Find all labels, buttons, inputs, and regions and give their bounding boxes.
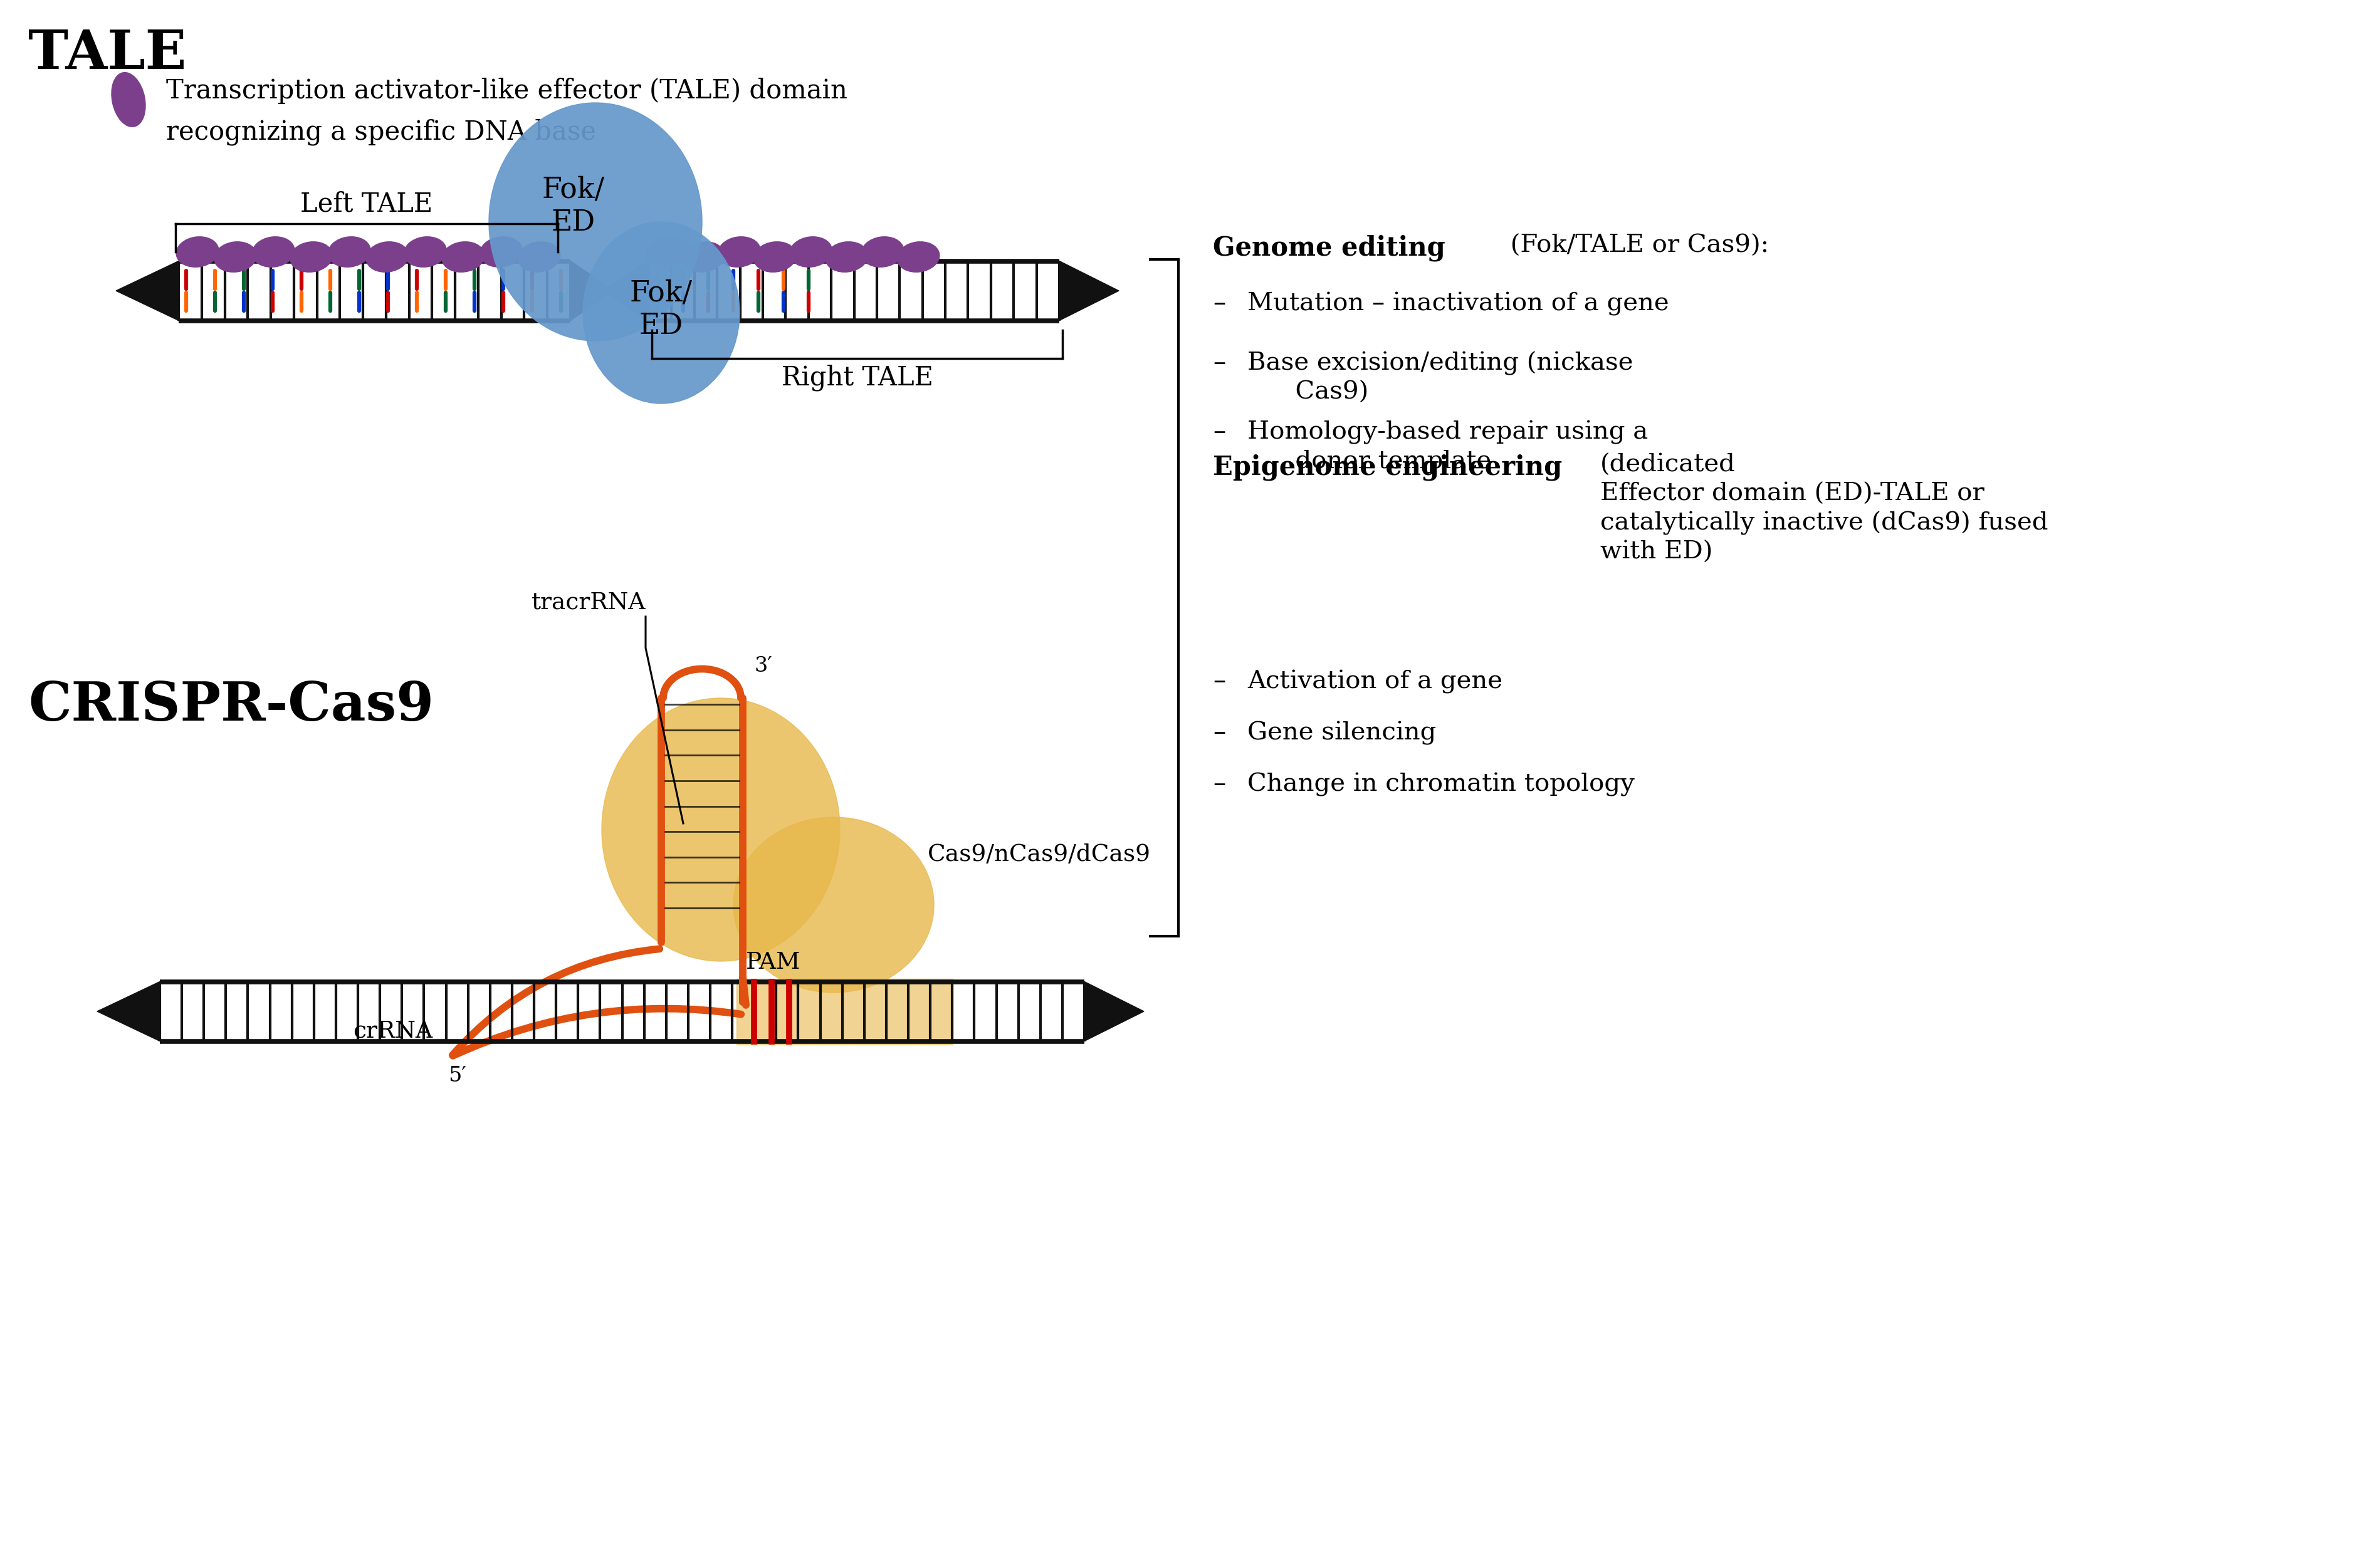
Ellipse shape xyxy=(328,236,371,267)
Text: Transcription activator-like effector (TALE) domain: Transcription activator-like effector (T… xyxy=(167,77,847,103)
Ellipse shape xyxy=(443,242,483,272)
Text: Fok/
ED: Fok/ ED xyxy=(631,279,693,340)
Ellipse shape xyxy=(214,242,257,272)
Text: tracrRNA: tracrRNA xyxy=(531,591,645,613)
Text: Epigenome engineering: Epigenome engineering xyxy=(1211,454,1561,480)
Text: PAM: PAM xyxy=(745,951,800,974)
Text: CRISPR-Cas9: CRISPR-Cas9 xyxy=(29,679,433,732)
Polygon shape xyxy=(98,982,159,1041)
Ellipse shape xyxy=(602,698,840,962)
Text: –: – xyxy=(1211,721,1226,744)
Polygon shape xyxy=(571,261,609,321)
Ellipse shape xyxy=(826,242,869,272)
Ellipse shape xyxy=(367,242,409,272)
Ellipse shape xyxy=(647,236,688,267)
Ellipse shape xyxy=(754,242,795,272)
Text: Genome editing: Genome editing xyxy=(1211,235,1445,261)
Text: –: – xyxy=(1211,352,1226,375)
Text: crRNA: crRNA xyxy=(352,1021,433,1042)
Ellipse shape xyxy=(862,236,904,267)
Ellipse shape xyxy=(733,817,933,993)
Ellipse shape xyxy=(488,103,702,341)
Text: –: – xyxy=(1211,670,1226,693)
Text: Activation of a gene: Activation of a gene xyxy=(1247,670,1502,693)
Text: 3′: 3′ xyxy=(754,656,771,676)
Text: (Fok/TALE or Cas9):: (Fok/TALE or Cas9): xyxy=(1502,235,1768,258)
Text: Cas9/nCas9/dCas9: Cas9/nCas9/dCas9 xyxy=(928,843,1150,866)
Ellipse shape xyxy=(719,236,759,267)
Text: recognizing a specific DNA base: recognizing a specific DNA base xyxy=(167,119,595,145)
Ellipse shape xyxy=(290,242,333,272)
Polygon shape xyxy=(609,261,650,321)
Polygon shape xyxy=(1059,261,1119,321)
Ellipse shape xyxy=(112,73,145,127)
Ellipse shape xyxy=(519,242,559,272)
Text: Homology-based repair using a
      donor template: Homology-based repair using a donor temp… xyxy=(1247,420,1647,472)
Text: –: – xyxy=(1211,420,1226,443)
Ellipse shape xyxy=(583,222,740,403)
Text: (dedicated
Effector domain (ED)-TALE or
catalytically inactive (dCas9) fused
wit: (dedicated Effector domain (ED)-TALE or … xyxy=(1599,454,2047,564)
Text: Change in chromatin topology: Change in chromatin topology xyxy=(1247,772,1635,797)
Polygon shape xyxy=(1085,982,1145,1041)
Ellipse shape xyxy=(897,242,940,272)
Ellipse shape xyxy=(683,242,724,272)
Ellipse shape xyxy=(790,236,833,267)
Ellipse shape xyxy=(405,236,447,267)
Text: Mutation – inactivation of a gene: Mutation – inactivation of a gene xyxy=(1247,292,1668,317)
Ellipse shape xyxy=(481,236,521,267)
Bar xyxy=(735,979,952,1044)
Text: –: – xyxy=(1211,772,1226,795)
Polygon shape xyxy=(117,261,178,321)
Text: Fok/
ED: Fok/ ED xyxy=(543,176,605,236)
Text: 5′: 5′ xyxy=(447,1065,466,1085)
Text: –: – xyxy=(1211,292,1226,315)
Ellipse shape xyxy=(252,236,295,267)
Text: TALE: TALE xyxy=(29,28,186,80)
Text: Base excision/editing (nickase
      Cas9): Base excision/editing (nickase Cas9) xyxy=(1247,352,1633,405)
Ellipse shape xyxy=(176,236,219,267)
Text: Gene silencing: Gene silencing xyxy=(1247,721,1435,746)
Text: Left TALE: Left TALE xyxy=(300,191,433,218)
Text: Right TALE: Right TALE xyxy=(781,364,933,391)
